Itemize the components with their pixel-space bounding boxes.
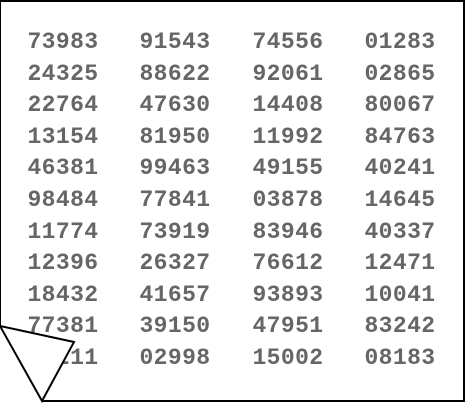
table-cell: 02998	[139, 345, 211, 371]
table-cell: 92061	[252, 60, 324, 87]
table-cell: 14408	[252, 92, 324, 119]
table-cell: 18432	[27, 281, 99, 308]
table-cell: 99463	[139, 155, 211, 182]
table-cell: 12471	[364, 250, 436, 277]
table-cell: 93893	[252, 281, 324, 308]
table-cell: 80067	[364, 92, 436, 119]
table-cell: 08183	[364, 345, 436, 371]
table-cell: 49155	[252, 155, 324, 182]
table-cell: 01283	[364, 29, 436, 55]
table-cell: 77841	[139, 187, 211, 213]
table-cell: 84763	[364, 123, 436, 150]
table-cell: 74556	[252, 29, 324, 55]
table-cell: 47630	[139, 92, 211, 119]
table-cell: 46381	[27, 155, 99, 182]
table-cell: 03878	[252, 187, 324, 213]
table-cell: 98484	[27, 187, 99, 213]
table-cell: 40337	[364, 218, 436, 245]
table-cell: 11774	[27, 218, 99, 245]
table-cell: 02865	[364, 60, 436, 87]
table-cell: 22764	[27, 92, 99, 119]
table-cell: 73919	[139, 218, 211, 245]
table-cell: 15002	[252, 345, 324, 371]
table-cell: 26327	[139, 250, 211, 277]
table-cell: 11992	[252, 123, 324, 150]
table-cell: 40241	[364, 155, 436, 182]
table-cell: 12396	[27, 250, 99, 277]
table-cell: 41657	[139, 281, 211, 308]
table-cell: 14645	[364, 187, 436, 213]
table-cell: 10041	[364, 281, 436, 308]
table-cell: 83946	[252, 218, 324, 245]
table-cell: 73983	[27, 29, 99, 55]
table-cell: 39150	[139, 313, 211, 340]
table-cell: 81950	[139, 123, 211, 150]
table-cell: 47951	[252, 313, 324, 340]
table-cell: 13154	[27, 123, 99, 150]
table-cell: 88622	[139, 60, 211, 87]
table-cell: 76612	[252, 250, 324, 277]
table-cell: 83242	[364, 313, 436, 340]
table-cell: 24325	[27, 60, 99, 87]
table-cell: 91543	[139, 29, 211, 55]
